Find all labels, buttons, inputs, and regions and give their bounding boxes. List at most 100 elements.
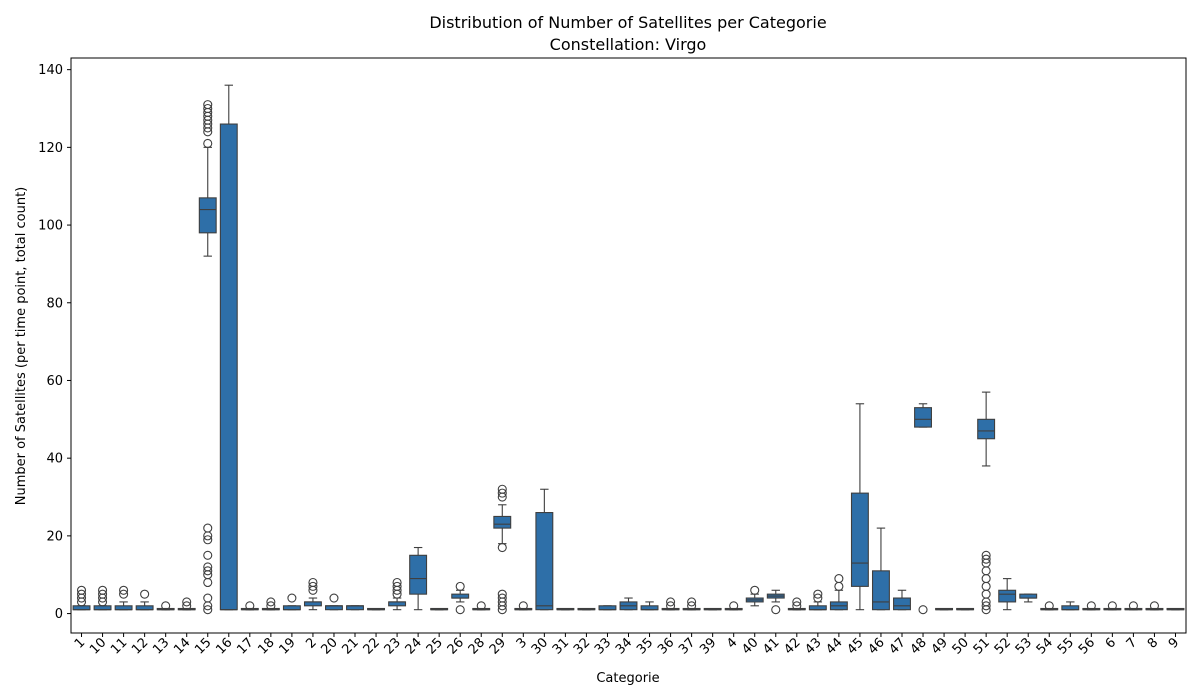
outlier-point (792, 601, 802, 611)
x-tick-label: 15 (192, 635, 214, 657)
x-tick-label: 11 (108, 635, 130, 657)
x-tick-label: 2 (303, 635, 319, 651)
box (850, 492, 869, 587)
outlier-point (1128, 601, 1138, 611)
x-tick-label: 53 (1013, 635, 1035, 657)
x-tick-label: 31 (550, 635, 572, 657)
x-tick-label: 19 (276, 635, 298, 657)
outlier-point (287, 593, 297, 603)
outlier-point (119, 589, 129, 599)
outlier-point (476, 601, 486, 611)
box (451, 593, 470, 599)
outlier-point (203, 577, 213, 588)
box (640, 605, 659, 611)
outlier-point (1086, 601, 1096, 611)
outlier-point (203, 562, 213, 572)
outlier-point (203, 535, 213, 545)
outlier-point (392, 577, 402, 588)
y-tick-label: 60 (46, 374, 63, 389)
outlier-point (497, 484, 507, 494)
y-tick-label: 120 (38, 141, 63, 156)
box (493, 515, 512, 529)
box (1019, 593, 1038, 599)
outlier-point (329, 593, 339, 603)
box (282, 605, 301, 611)
y-tick-label: 40 (46, 452, 63, 467)
y-axis-label: Number of Satellites (per time point, to… (14, 187, 29, 506)
outlier-point (76, 589, 87, 599)
box (114, 605, 133, 611)
x-tick-label: 26 (445, 635, 467, 657)
outlier-point (771, 605, 781, 615)
outlier-point (666, 597, 676, 607)
outlier-point (455, 605, 465, 615)
box (871, 570, 890, 611)
outlier-point (497, 488, 507, 498)
outlier-point (203, 103, 213, 114)
x-tick-label: 29 (487, 635, 509, 657)
x-tick-label: 34 (613, 635, 635, 657)
outlier-point (981, 574, 991, 584)
outlier-point (1044, 601, 1054, 611)
x-tick-label: 17 (234, 635, 256, 657)
x-tick-label: 32 (571, 635, 593, 657)
x-tick-label: 40 (739, 635, 761, 657)
x-tick-label: 1 (72, 635, 88, 651)
outlier-point (308, 577, 318, 588)
x-tick-label: 37 (676, 635, 698, 657)
outlier-point (203, 566, 213, 576)
outlier-point (981, 601, 991, 611)
x-tick-label: 21 (340, 635, 362, 657)
x-tick-label: 10 (87, 635, 109, 657)
outlier-point (687, 597, 697, 607)
outlier-point (518, 601, 528, 611)
x-tick-label: 49 (929, 635, 951, 657)
box (1061, 605, 1080, 611)
box (977, 418, 996, 440)
x-tick-label: 3 (514, 635, 530, 651)
outlier-point (203, 605, 213, 615)
outlier-point (266, 597, 276, 607)
x-tick-label: 35 (634, 635, 656, 657)
outlier-point (182, 601, 192, 611)
box (219, 123, 238, 611)
x-tick-label: 52 (992, 635, 1014, 657)
x-tick-label: 46 (865, 635, 887, 657)
x-tick-label: 8 (1145, 635, 1161, 651)
x-axis-label: Categorie (596, 671, 659, 686)
x-tick-label: 50 (950, 635, 972, 657)
x-tick-label: 23 (382, 635, 404, 657)
y-tick-label: 20 (46, 529, 63, 544)
box (535, 512, 554, 611)
box (346, 605, 364, 611)
x-tick-label: 42 (781, 635, 803, 657)
x-tick-label: 9 (1166, 635, 1182, 651)
box (598, 605, 617, 611)
outlier-point (392, 581, 402, 591)
outlier-point (182, 597, 192, 607)
outlier-point (792, 597, 802, 607)
x-tick-label: 12 (129, 635, 151, 657)
outlier-point (666, 601, 676, 611)
outlier-point (455, 581, 465, 591)
outlier-point (266, 601, 276, 611)
x-tick-label: 28 (466, 635, 488, 657)
outlier-point (497, 542, 507, 553)
x-tick-label: 4 (724, 635, 740, 651)
outlier-point (918, 605, 928, 615)
outlier-point (750, 585, 760, 595)
outlier-point (813, 589, 823, 599)
outlier-point (834, 581, 844, 591)
x-tick-label: 22 (361, 635, 383, 657)
box (893, 597, 911, 611)
x-tick-label: 25 (424, 635, 446, 657)
outlier-point (729, 601, 739, 611)
outlier-point (981, 581, 991, 591)
outlier-point (981, 554, 991, 564)
x-tick-label: 41 (760, 635, 782, 657)
box (388, 601, 407, 607)
outlier-point (119, 585, 129, 595)
outlier-point (203, 593, 213, 603)
outlier-point (981, 566, 991, 576)
